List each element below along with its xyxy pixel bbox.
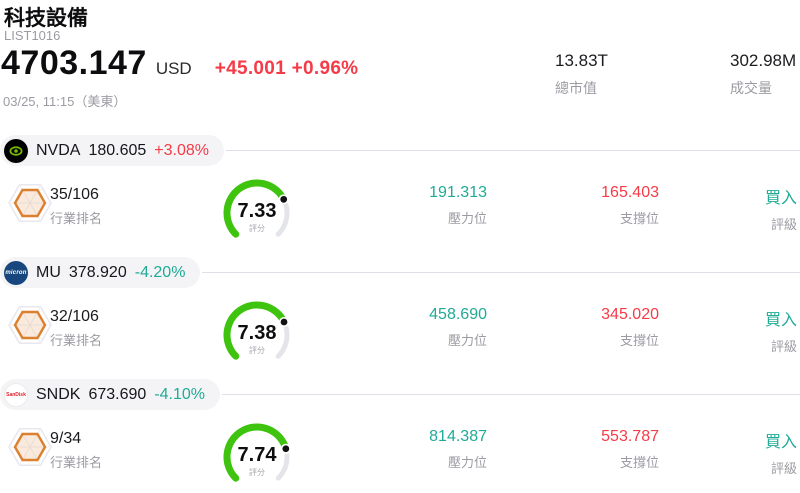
industry-rank-badge-icon <box>6 301 54 349</box>
pressure-value: 191.313 <box>429 184 487 201</box>
nvda-logo-icon <box>4 138 28 163</box>
market-cap-stat: 13.83T 總市值 <box>555 51 608 98</box>
pressure-label: 壓力位 <box>447 211 487 226</box>
stock-row-nvda: NVDA 180.605 +3.08% 35/106 行業排名 7.33 評 <box>0 127 800 249</box>
rating-value: 買入 <box>764 190 797 207</box>
industry-rank-label: 行業排名 <box>50 333 103 348</box>
score-value: 7.33 <box>237 200 277 222</box>
volume-label: 成交量 <box>730 80 772 96</box>
stock-pill-nvda[interactable]: NVDA 180.605 +3.08% <box>0 135 225 166</box>
support-value: 345.020 <box>601 306 659 323</box>
stock-change: -4.20% <box>134 263 186 281</box>
rating-label: 評級 <box>770 339 797 354</box>
score-value: 7.38 <box>237 322 277 344</box>
stock-price: 673.690 <box>88 385 147 403</box>
support-label: 支撐位 <box>619 333 659 348</box>
score-label: 評分 <box>249 346 265 355</box>
rating[interactable]: 買入 評級 <box>765 428 797 477</box>
currency-label: USD <box>155 59 192 78</box>
support-level: 345.020 支撐位 <box>601 306 659 349</box>
pressure-level: 458.690 壓力位 <box>429 306 487 349</box>
stock-price: 378.920 <box>68 263 127 281</box>
stock-change: +3.08% <box>154 141 210 159</box>
pressure-value: 814.387 <box>429 428 487 445</box>
rating[interactable]: 買入 評級 <box>765 184 797 233</box>
list-id: LIST1016 <box>4 28 61 43</box>
support-value: 165.403 <box>601 184 659 201</box>
rating-label: 評級 <box>770 217 797 232</box>
stock-row-sndk: SanDisk SNDK 673.690 -4.10% 9/34 行業排名 <box>0 371 800 493</box>
sandisk-logo-icon: SanDisk <box>4 382 28 407</box>
score-label: 評分 <box>249 224 265 233</box>
industry-rank-value: 32/106 <box>50 308 99 325</box>
stock-price: 180.605 <box>88 141 147 159</box>
industry-rank-value: 9/34 <box>50 430 82 447</box>
market-cap-label: 總市值 <box>555 80 597 96</box>
support-value: 553.787 <box>601 428 659 445</box>
industry-rank-badge-icon <box>6 179 54 227</box>
quote-timestamp: 03/25, 11:15（美東） <box>3 94 127 109</box>
micron-logo-icon: micron <box>4 260 28 285</box>
score-value: 7.74 <box>237 444 277 466</box>
support-label: 支撐位 <box>619 211 659 226</box>
sector-change: +45.001 +0.96% <box>214 58 359 79</box>
sector-price: 4703.147 <box>1 44 147 82</box>
industry-rank-badge-icon <box>6 423 54 471</box>
score-label: 評分 <box>249 468 265 477</box>
pressure-label: 壓力位 <box>447 455 487 470</box>
support-level: 553.787 支撐位 <box>601 428 659 471</box>
volume-stat: 302.98M 成交量 <box>730 51 796 98</box>
stock-row-mu: micron MU 378.920 -4.20% 32/106 行業排名 7 <box>0 249 800 371</box>
rating-value: 買入 <box>764 312 797 329</box>
page-title: 科技設備 <box>4 7 88 30</box>
score-gauge: 7.33 評分 <box>219 177 295 243</box>
pressure-label: 壓力位 <box>447 333 487 348</box>
stock-symbol: SNDK <box>36 385 81 403</box>
score-gauge: 7.38 評分 <box>219 299 295 365</box>
price-row: 4703.147 USD +45.001 +0.96% <box>1 44 358 83</box>
stock-change: -4.10% <box>154 385 205 403</box>
market-cap-value: 13.83T <box>555 51 608 70</box>
volume-value: 302.98M <box>730 51 797 70</box>
stock-pill-sndk[interactable]: SanDisk SNDK 673.690 -4.10% <box>0 379 220 410</box>
support-level: 165.403 支撐位 <box>601 184 659 227</box>
industry-rank-label: 行業排名 <box>50 455 103 470</box>
rating[interactable]: 買入 評級 <box>765 306 797 355</box>
stock-pill-mu[interactable]: micron MU 378.920 -4.20% <box>0 257 201 288</box>
pressure-level: 814.387 壓力位 <box>429 428 487 471</box>
support-label: 支撐位 <box>619 455 659 470</box>
rating-value: 買入 <box>764 434 797 451</box>
score-gauge: 7.74 評分 <box>219 421 295 487</box>
industry-rank-value: 35/106 <box>50 186 99 203</box>
pressure-value: 458.690 <box>429 306 487 323</box>
stock-list: NVDA 180.605 +3.08% 35/106 行業排名 7.33 評 <box>0 127 800 493</box>
divider-line <box>202 272 800 273</box>
industry-rank-label: 行業排名 <box>50 211 103 226</box>
sector-header: 科技設備 LIST1016 4703.147 USD +45.001 +0.96… <box>0 0 800 127</box>
stock-symbol: MU <box>36 263 61 281</box>
rating-label: 評級 <box>770 461 797 476</box>
divider-line <box>222 394 800 395</box>
pressure-level: 191.313 壓力位 <box>429 184 487 227</box>
stock-symbol: NVDA <box>36 141 81 159</box>
divider-line <box>226 150 800 151</box>
